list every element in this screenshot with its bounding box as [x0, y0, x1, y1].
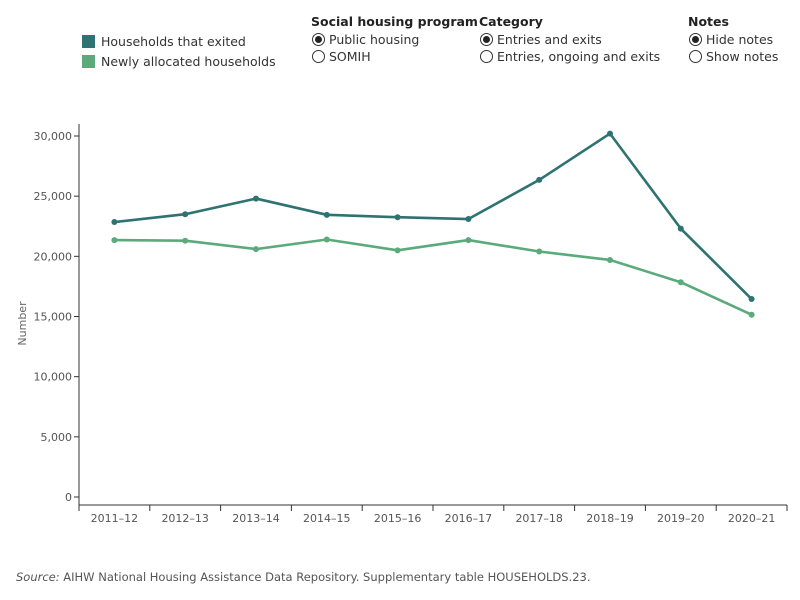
x-tick-label: 2020–21	[728, 512, 776, 525]
data-point	[536, 248, 543, 255]
line-chart: 0 5,000 10,000 15,000 20,000 25,000 30,000 2011…	[16, 124, 788, 525]
y-tick-label: 10,000	[34, 371, 73, 384]
data-point	[182, 237, 189, 244]
source-prefix: Source:	[16, 570, 60, 584]
radio-public-housing[interactable]: Public housing	[311, 31, 478, 48]
data-point	[748, 311, 755, 318]
radio-label: SOMIH	[329, 49, 371, 64]
x-tick-label: 2013–14	[232, 512, 280, 525]
legend-item[interactable]: Households that exited	[82, 31, 276, 51]
data-point	[323, 211, 330, 218]
data-point	[465, 237, 472, 244]
data-point	[677, 225, 684, 232]
data-point	[677, 279, 684, 286]
radio-icon[interactable]	[689, 33, 702, 46]
radio-icon[interactable]	[312, 50, 325, 63]
radio-label: Hide notes	[706, 32, 774, 47]
y-tick-label: 30,000	[34, 130, 73, 143]
radio-icon[interactable]	[689, 50, 702, 63]
x-tick-label: 2016–17	[445, 512, 493, 525]
notes-title: Notes	[688, 14, 729, 29]
y-axis-title: Number	[16, 301, 29, 346]
y-tick-label: 5,000	[41, 431, 73, 444]
radio-somih[interactable]: SOMIH	[311, 48, 478, 65]
x-tick-label: 2017–18	[515, 512, 563, 525]
legend-label: Households that exited	[101, 33, 246, 49]
data-point	[394, 214, 401, 221]
legend-item[interactable]: Newly allocated households	[82, 51, 276, 71]
y-tick-label: 20,000	[34, 250, 73, 263]
legend-label: Newly allocated households	[101, 53, 276, 69]
source-note: Source: AIHW National Housing Assistance…	[16, 570, 591, 584]
radio-label: Entries and exits	[497, 32, 602, 47]
series-line	[113, 132, 753, 301]
data-point	[748, 296, 755, 303]
legend-swatch	[82, 54, 95, 68]
x-tick-label: 2015–16	[374, 512, 422, 525]
data-point	[607, 130, 613, 137]
x-tick-label: 2019–20	[657, 512, 705, 525]
data-point	[607, 256, 613, 263]
radio-icon[interactable]	[480, 50, 493, 63]
radio-label: Entries, ongoing and exits	[497, 49, 661, 64]
radio-label: Show notes	[706, 49, 779, 64]
radio-hide-notes[interactable]: Hide notes	[688, 31, 778, 48]
data-point	[111, 219, 118, 226]
y-tick-label: 15,000	[34, 311, 73, 324]
data-point	[111, 237, 118, 244]
y-tick-label: 0	[65, 491, 72, 504]
program-title: Social housing program	[311, 14, 478, 29]
radio-entries-ongoing-exits[interactable]: Entries, ongoing and exits	[479, 48, 660, 65]
radio-show-notes[interactable]: Show notes	[688, 48, 778, 65]
x-tick-label: 2011–12	[91, 512, 139, 525]
source-text: AIHW National Housing Assistance Data Re…	[59, 570, 591, 584]
y-tick-label: 25,000	[34, 190, 73, 203]
x-tick-label: 2014–15	[303, 512, 351, 525]
data-point	[253, 246, 259, 253]
data-point	[394, 247, 401, 254]
program-control: Social housing program Public housing SO…	[311, 14, 478, 65]
radio-label: Public housing	[329, 32, 420, 47]
radio-entries-and-exits[interactable]: Entries and exits	[479, 31, 660, 48]
data-point	[536, 176, 543, 183]
series-line	[113, 238, 753, 316]
radio-icon[interactable]	[480, 33, 493, 46]
data-point	[253, 195, 259, 202]
notes-control: Notes Hide notes Show notes	[688, 14, 778, 65]
legend: Households that exited Newly allocated ho…	[82, 31, 276, 71]
data-point	[182, 211, 189, 218]
data-point	[465, 216, 472, 223]
category-title: Category	[479, 14, 543, 29]
category-control: Category Entries and exits Entries, ongo…	[479, 14, 660, 65]
radio-icon[interactable]	[312, 33, 325, 46]
data-point	[323, 236, 330, 243]
x-tick-label: 2012–13	[161, 512, 209, 525]
legend-swatch	[82, 34, 95, 48]
x-tick-label: 2018–19	[586, 512, 634, 525]
